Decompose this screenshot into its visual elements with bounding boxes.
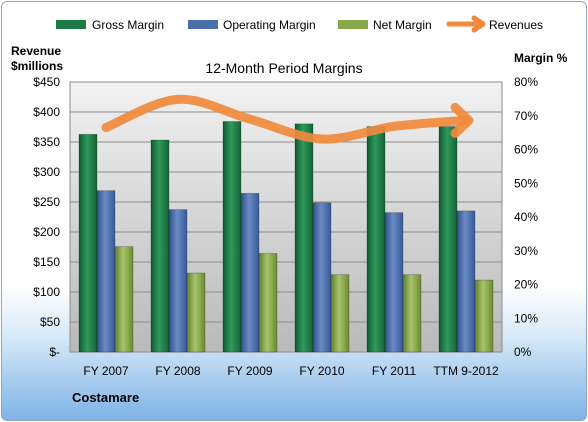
revenue-arrowhead: [450, 102, 474, 138]
chart-title: 12-Month Period Margins: [205, 60, 362, 76]
bar-operating-margin: [312, 202, 332, 353]
bar-operating-margin: [168, 209, 188, 353]
bar-operating-margin: [384, 212, 404, 353]
x-category-label: FY 2009: [227, 364, 272, 378]
y-right-tick-label: 0%: [514, 345, 532, 359]
x-category-labels: FY 2007 FY 2008 FY 2009 FY 2010 FY 2011 TTM 9…: [83, 364, 499, 378]
y-left-tick-label: $50: [40, 315, 60, 329]
y-left-tick-label: $350: [33, 135, 60, 149]
y-left-axis-label-line2: $millions: [11, 59, 63, 73]
bar-gross-margin: [294, 123, 314, 353]
y-left-tick-label: $-: [49, 345, 60, 359]
x-category-label: FY 2011: [372, 364, 417, 378]
bar-gross-margin: [78, 134, 98, 353]
bars-group: [78, 121, 494, 353]
bar-net-margin: [186, 272, 206, 353]
y-right-tick-label: 10%: [514, 311, 538, 325]
bar-gross-margin: [366, 126, 386, 353]
bar-gross-margin: [150, 139, 170, 353]
revenue-line: [101, 94, 471, 144]
legend: Gross Margin Operating Margin Net Margin…: [56, 15, 543, 33]
x-category-label: TTM 9-2012: [433, 364, 499, 378]
bar-net-margin: [402, 274, 422, 353]
gridlines: [70, 81, 502, 323]
revenue-line-group: [101, 94, 474, 144]
bar-net-margin: [474, 279, 494, 353]
y-left-tick-label: $200: [33, 225, 60, 239]
y-left-tick-label: $450: [33, 75, 60, 89]
y-left-tick-label: $150: [33, 255, 60, 269]
y-left-tick-label: $100: [33, 285, 60, 299]
bar-operating-margin: [456, 210, 476, 353]
y-left-tick-labels: $- $50 $100 $150 $200 $250 $300 $350 $400 $450: [33, 75, 60, 359]
bar-operating-margin: [240, 193, 260, 353]
x-category-label: FY 2008: [155, 364, 200, 378]
y-right-tick-label: 60%: [514, 143, 538, 157]
y-left-tick-label: $250: [33, 195, 60, 209]
y-right-tick-label: 40%: [514, 210, 538, 224]
x-category-label: FY 2010: [299, 364, 344, 378]
bar-net-margin: [330, 274, 350, 353]
legend-swatch-net-margin: [338, 20, 368, 29]
bar-gross-margin: [438, 126, 458, 353]
legend-swatch-gross-margin: [56, 20, 86, 29]
legend-label-net-margin: Net Margin: [373, 18, 432, 32]
company-label: Costamare: [72, 390, 139, 405]
legend-label-operating-margin: Operating Margin: [223, 18, 316, 32]
y-right-tick-label: 70%: [514, 109, 538, 123]
legend-label-revenues: Revenues: [489, 18, 543, 32]
y-left-tick-label: $400: [33, 105, 60, 119]
y-right-axis-label: Margin %: [514, 51, 568, 65]
x-category-label: FY 2007: [83, 364, 128, 378]
legend-label-gross-margin: Gross Margin: [92, 18, 164, 32]
y-left-axis-label-line1: Revenue: [11, 44, 61, 58]
bar-net-margin: [114, 246, 134, 353]
y-right-tick-label: 50%: [514, 176, 538, 190]
bar-gross-margin: [222, 121, 242, 353]
y-left-tick-label: $300: [33, 165, 60, 179]
y-right-tick-label: 20%: [514, 278, 538, 292]
legend-arrowhead-revenues: [471, 15, 486, 33]
bar-net-margin: [258, 253, 278, 353]
y-right-tick-label: 80%: [514, 75, 538, 89]
legend-swatch-operating-margin: [188, 20, 218, 29]
y-right-tick-label: 30%: [514, 244, 538, 258]
bar-operating-margin: [96, 190, 116, 353]
y-right-tick-labels: 0% 10% 20% 30% 40% 50% 60% 70% 80%: [514, 75, 538, 359]
